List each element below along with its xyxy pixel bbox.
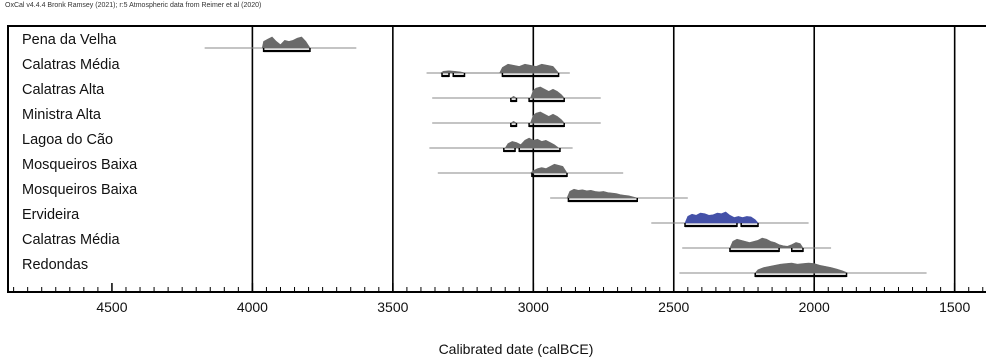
probability-distribution bbox=[504, 137, 560, 149]
sample-row bbox=[432, 111, 601, 128]
probability-distribution bbox=[754, 262, 849, 274]
sample-row bbox=[432, 86, 601, 103]
probability-distribution bbox=[684, 211, 759, 224]
probability-distribution bbox=[566, 188, 638, 199]
sample-row bbox=[679, 262, 927, 278]
grid-lines bbox=[251, 26, 956, 292]
tick-label: 2000 bbox=[799, 299, 830, 315]
probability-distribution bbox=[729, 237, 804, 249]
sample-labels: Pena da Velha Calatras Média Calatras Alta… bbox=[22, 32, 138, 273]
sample-label: Ministra Alta bbox=[22, 107, 102, 123]
tick-label: 3500 bbox=[377, 299, 408, 315]
sample-row bbox=[426, 63, 570, 78]
sample-row bbox=[651, 211, 809, 228]
tick-label: 1500 bbox=[939, 299, 970, 315]
sample-label: Lagoa do Cão bbox=[22, 132, 113, 148]
sample-label: Pena da Velha bbox=[22, 32, 117, 48]
tick-label: 4000 bbox=[237, 299, 268, 315]
chart-header: OxCal v4.4.4 Bronk Ramsey (2021); r:5 At… bbox=[5, 2, 261, 9]
sample-row bbox=[429, 137, 573, 153]
probability-distribution bbox=[439, 63, 560, 74]
sample-row bbox=[204, 36, 357, 53]
sample-row bbox=[437, 163, 624, 178]
x-axis-title: Calibrated date (calBCE) bbox=[439, 341, 594, 357]
sample-label: Calatras Média bbox=[22, 57, 120, 73]
probability-distribution bbox=[261, 36, 311, 49]
sample-row bbox=[682, 237, 832, 253]
sample-row bbox=[550, 188, 688, 203]
distribution-layer bbox=[204, 36, 927, 278]
tick-label: 3000 bbox=[518, 299, 549, 315]
tick-label: 4500 bbox=[96, 299, 127, 315]
probability-distribution bbox=[509, 86, 565, 99]
sample-label: Ervideira bbox=[22, 207, 80, 223]
sample-label: Redondas bbox=[22, 257, 88, 273]
probability-distribution bbox=[509, 111, 565, 124]
sample-label: Mosqueiros Baixa bbox=[22, 182, 138, 198]
sample-label: Calatras Média bbox=[22, 232, 120, 248]
sample-label: Calatras Alta bbox=[22, 82, 105, 98]
x-axis: 4500 4000 3500 3000 2500 2000 1500 bbox=[13, 283, 984, 315]
sample-label: Mosqueiros Baixa bbox=[22, 157, 138, 173]
tick-label: 2500 bbox=[658, 299, 689, 315]
plot-frame bbox=[7, 25, 986, 293]
probability-distribution bbox=[529, 163, 568, 174]
